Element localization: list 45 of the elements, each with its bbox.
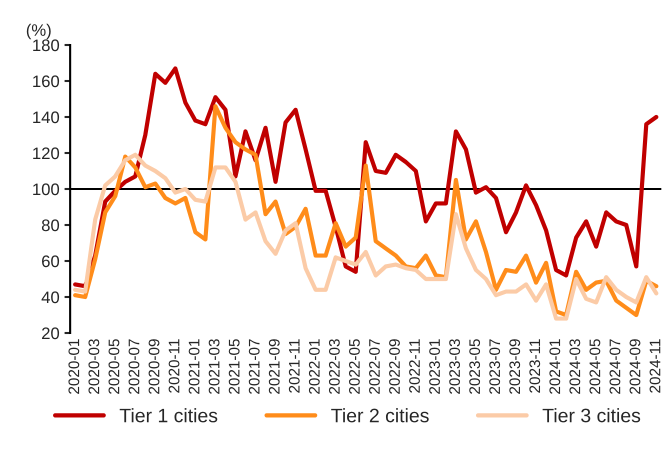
x-tick-label: 2024-07 <box>610 339 620 394</box>
x-tick-label: 2021-01 <box>188 339 200 394</box>
y-tick-label: 40 <box>42 291 60 304</box>
x-tick-label: 2021-11 <box>288 339 300 393</box>
x-tick-label: 2024-03 <box>569 339 580 394</box>
legend-label: Tier 3 cities <box>542 408 640 422</box>
x-tick-label: 2020-09 <box>148 339 160 394</box>
y-axis-title: (%) <box>26 24 51 40</box>
legend-label: Tier 1 cities <box>120 408 218 422</box>
y-tick-label: 100 <box>33 183 60 196</box>
x-tick-label: 2024-05 <box>589 339 600 394</box>
x-tick-label: 2022-11 <box>409 339 420 393</box>
y-tick-label: 60 <box>42 255 60 268</box>
x-tick-label: 2023-05 <box>469 339 480 394</box>
x-tick-label: 2021-09 <box>268 339 280 394</box>
x-tick-label: 2021-03 <box>208 339 220 394</box>
line-series <box>73 152 658 321</box>
x-tick-label: 2024-01 <box>549 339 560 394</box>
y-tick-label: 120 <box>33 147 60 160</box>
x-tick-label: 2023-07 <box>489 339 500 394</box>
x-tick-label: 2022-09 <box>389 339 400 394</box>
x-tick-label: 2020-11 <box>168 339 180 393</box>
x-tick-label: 2021-05 <box>228 339 240 394</box>
y-tick-label: 80 <box>42 219 60 232</box>
x-tick-label: 2022-05 <box>348 339 360 394</box>
x-tick-label: 2022-01 <box>308 339 320 394</box>
x-tick-label: 2023-03 <box>449 339 460 394</box>
legend-label: Tier 2 cities <box>331 408 429 422</box>
y-tick-label: 180 <box>33 39 60 52</box>
y-tick-label: 20 <box>42 327 60 340</box>
x-tick-label: 2021-07 <box>248 339 260 394</box>
x-tick-label: 2022-03 <box>328 339 340 394</box>
x-tick-label: 2023-11 <box>529 339 540 393</box>
line-series <box>73 104 658 318</box>
x-tick-label: 2020-01 <box>68 339 80 394</box>
x-tick-label: 2024-09 <box>630 339 640 394</box>
x-tick-label: 2020-03 <box>88 339 100 394</box>
x-tick-label: 2024-11 <box>650 339 660 393</box>
x-tick-label: 2020-05 <box>108 339 120 394</box>
y-tick-label: 160 <box>33 75 60 88</box>
x-tick-label: 2023-01 <box>429 339 440 394</box>
x-tick-label: 2022-07 <box>369 339 380 394</box>
x-tick-label: 2023-09 <box>509 339 520 394</box>
y-tick-label: 140 <box>33 111 60 124</box>
x-tick-label: 2020-07 <box>128 339 140 394</box>
